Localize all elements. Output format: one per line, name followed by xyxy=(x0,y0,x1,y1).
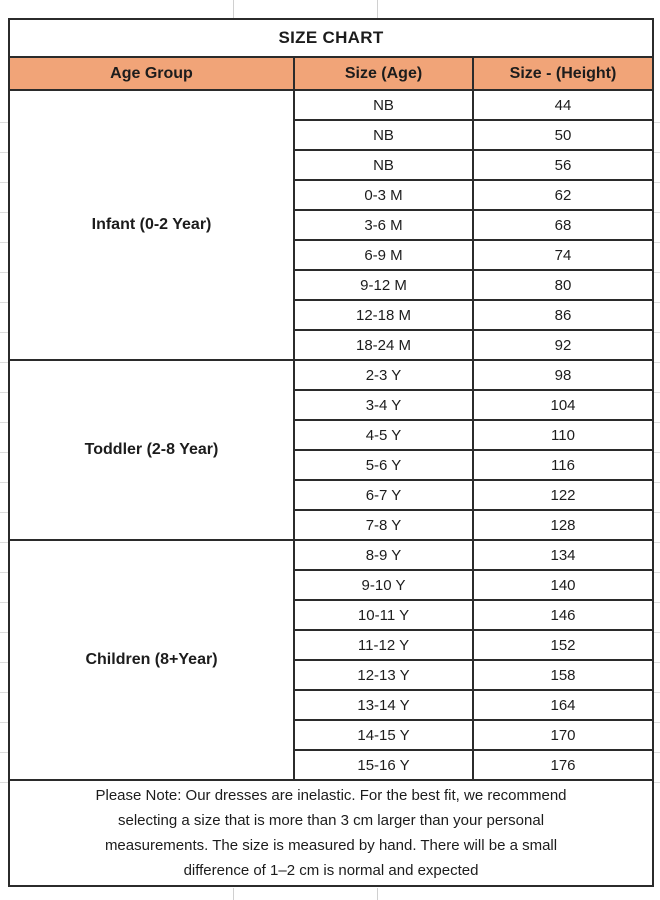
column-header-size-height: Size - (Height) xyxy=(471,56,655,91)
size-height-cell: 68 xyxy=(471,209,655,241)
top-gridline-stub xyxy=(377,0,378,18)
table-row: 18-24 M 92 xyxy=(9,329,655,361)
size-height-cell: 152 xyxy=(471,629,655,661)
table-row: 3-6 M 68 xyxy=(9,209,655,241)
size-height-cell: 62 xyxy=(471,179,655,211)
size-age-cell: 0-3 M xyxy=(293,179,474,211)
table-row: Toddler (2-8 Year) 2-3 Y 98 xyxy=(8,359,655,541)
table-row: 5-6 Y 116 xyxy=(9,449,655,481)
top-gridline-stub xyxy=(233,0,234,18)
size-age-cell: 12-13 Y xyxy=(293,659,474,691)
table-row: 7-8 Y 128 xyxy=(9,509,655,541)
size-height-cell: 98 xyxy=(471,359,655,391)
size-age-cell: 5-6 Y xyxy=(293,449,474,481)
table-row: 10-11 Y 146 xyxy=(9,599,655,631)
note-text: Please Note: Our dresses are inelastic. … xyxy=(11,782,651,884)
size-height-cell: 170 xyxy=(471,719,655,751)
size-age-cell: 2-3 Y xyxy=(293,359,474,391)
table-row: NB 56 xyxy=(9,149,655,181)
age-group-cell: Infant (0-2 Year) xyxy=(8,89,295,361)
size-height-cell: 134 xyxy=(471,539,655,571)
note-line: selecting a size that is more than 3 cm … xyxy=(117,812,545,829)
size-age-cell: 3-6 M xyxy=(293,209,474,241)
title-row: SIZE CHART xyxy=(7,18,655,58)
left-gridline-stubs xyxy=(0,93,8,786)
size-age-cell: 9-12 M xyxy=(293,269,474,301)
size-height-cell: 140 xyxy=(471,569,655,601)
size-age-cell: NB xyxy=(293,149,474,181)
table-row: Infant (0-2 Year) NB 44 xyxy=(8,89,655,361)
size-height-cell: 164 xyxy=(471,689,655,721)
size-chart-table: SIZE CHART Age Group Size (Age) Size - (… xyxy=(7,18,655,887)
size-age-cell: 14-15 Y xyxy=(293,719,474,751)
size-age-cell: 6-9 M xyxy=(293,239,474,271)
size-height-cell: 146 xyxy=(471,599,655,631)
note-line: Please Note: Our dresses are inelastic. … xyxy=(95,787,567,804)
table-row: 12-13 Y 158 xyxy=(9,659,655,691)
size-height-cell: 116 xyxy=(471,449,655,481)
bottom-gridline-stub xyxy=(377,888,378,900)
size-age-cell: 15-16 Y xyxy=(293,749,474,781)
size-age-cell: 8-9 Y xyxy=(293,539,474,571)
size-age-cell: 18-24 M xyxy=(293,329,474,361)
table-row: 0-3 M 62 xyxy=(9,179,655,211)
note-line: measurements. The size is measured by ha… xyxy=(104,837,558,854)
column-header-row: Age Group Size (Age) Size - (Height) xyxy=(8,56,655,91)
table-row: 13-14 Y 164 xyxy=(9,689,655,721)
size-age-cell: 12-18 M xyxy=(293,299,474,331)
note-line: difference of 1–2 cm is normal and expec… xyxy=(183,862,479,879)
table-row: 9-10 Y 140 xyxy=(9,569,655,601)
table-row: 4-5 Y 110 xyxy=(9,419,655,451)
size-height-cell: 104 xyxy=(471,389,655,421)
column-header-size-age: Size (Age) xyxy=(293,56,474,91)
age-group-cell: Children (8+Year) xyxy=(8,539,295,781)
size-chart-body: Infant (0-2 Year) NB 44 NB 50 NB 56 0-3 M 62 3-6 … xyxy=(8,89,655,781)
table-row: 11-12 Y 152 xyxy=(9,629,655,661)
age-group-cell: Toddler (2-8 Year) xyxy=(8,359,295,541)
size-height-cell: 128 xyxy=(471,509,655,541)
table-row: 14-15 Y 170 xyxy=(9,719,655,751)
size-age-cell: 4-5 Y xyxy=(293,419,474,451)
table-row: 12-18 M 86 xyxy=(9,299,655,331)
size-height-cell: 158 xyxy=(471,659,655,691)
table-row: NB 50 xyxy=(9,119,655,151)
size-height-cell: 44 xyxy=(471,89,655,121)
size-age-cell: NB xyxy=(293,119,474,151)
size-height-cell: 56 xyxy=(471,149,655,181)
size-age-cell: 6-7 Y xyxy=(293,479,474,511)
size-age-cell: 7-8 Y xyxy=(293,509,474,541)
size-age-cell: 3-4 Y xyxy=(293,389,474,421)
size-height-cell: 86 xyxy=(471,299,655,331)
table-row: 15-16 Y 176 xyxy=(9,749,655,781)
note-cell: Please Note: Our dresses are inelastic. … xyxy=(7,779,655,887)
note-row: Please Note: Our dresses are inelastic. … xyxy=(7,779,655,887)
size-age-cell: NB xyxy=(293,89,474,121)
table-row: 6-7 Y 122 xyxy=(9,479,655,511)
size-height-cell: 110 xyxy=(471,419,655,451)
right-gridline-stubs xyxy=(652,93,660,786)
size-age-cell: 9-10 Y xyxy=(293,569,474,601)
column-header-age-group: Age Group xyxy=(8,56,295,91)
table-row: 6-9 M 74 xyxy=(9,239,655,271)
size-height-cell: 80 xyxy=(471,269,655,301)
size-height-cell: 176 xyxy=(471,749,655,781)
table-row: 3-4 Y 104 xyxy=(9,389,655,421)
size-height-cell: 74 xyxy=(471,239,655,271)
size-age-cell: 11-12 Y xyxy=(293,629,474,661)
size-height-cell: 50 xyxy=(471,119,655,151)
size-age-cell: 10-11 Y xyxy=(293,599,474,631)
size-age-cell: 13-14 Y xyxy=(293,689,474,721)
table-row: 9-12 M 80 xyxy=(9,269,655,301)
size-height-cell: 122 xyxy=(471,479,655,511)
page-title: SIZE CHART xyxy=(7,18,655,58)
table-row: Children (8+Year) 8-9 Y 134 xyxy=(8,539,655,781)
bottom-gridline-stub xyxy=(233,888,234,900)
size-height-cell: 92 xyxy=(471,329,655,361)
